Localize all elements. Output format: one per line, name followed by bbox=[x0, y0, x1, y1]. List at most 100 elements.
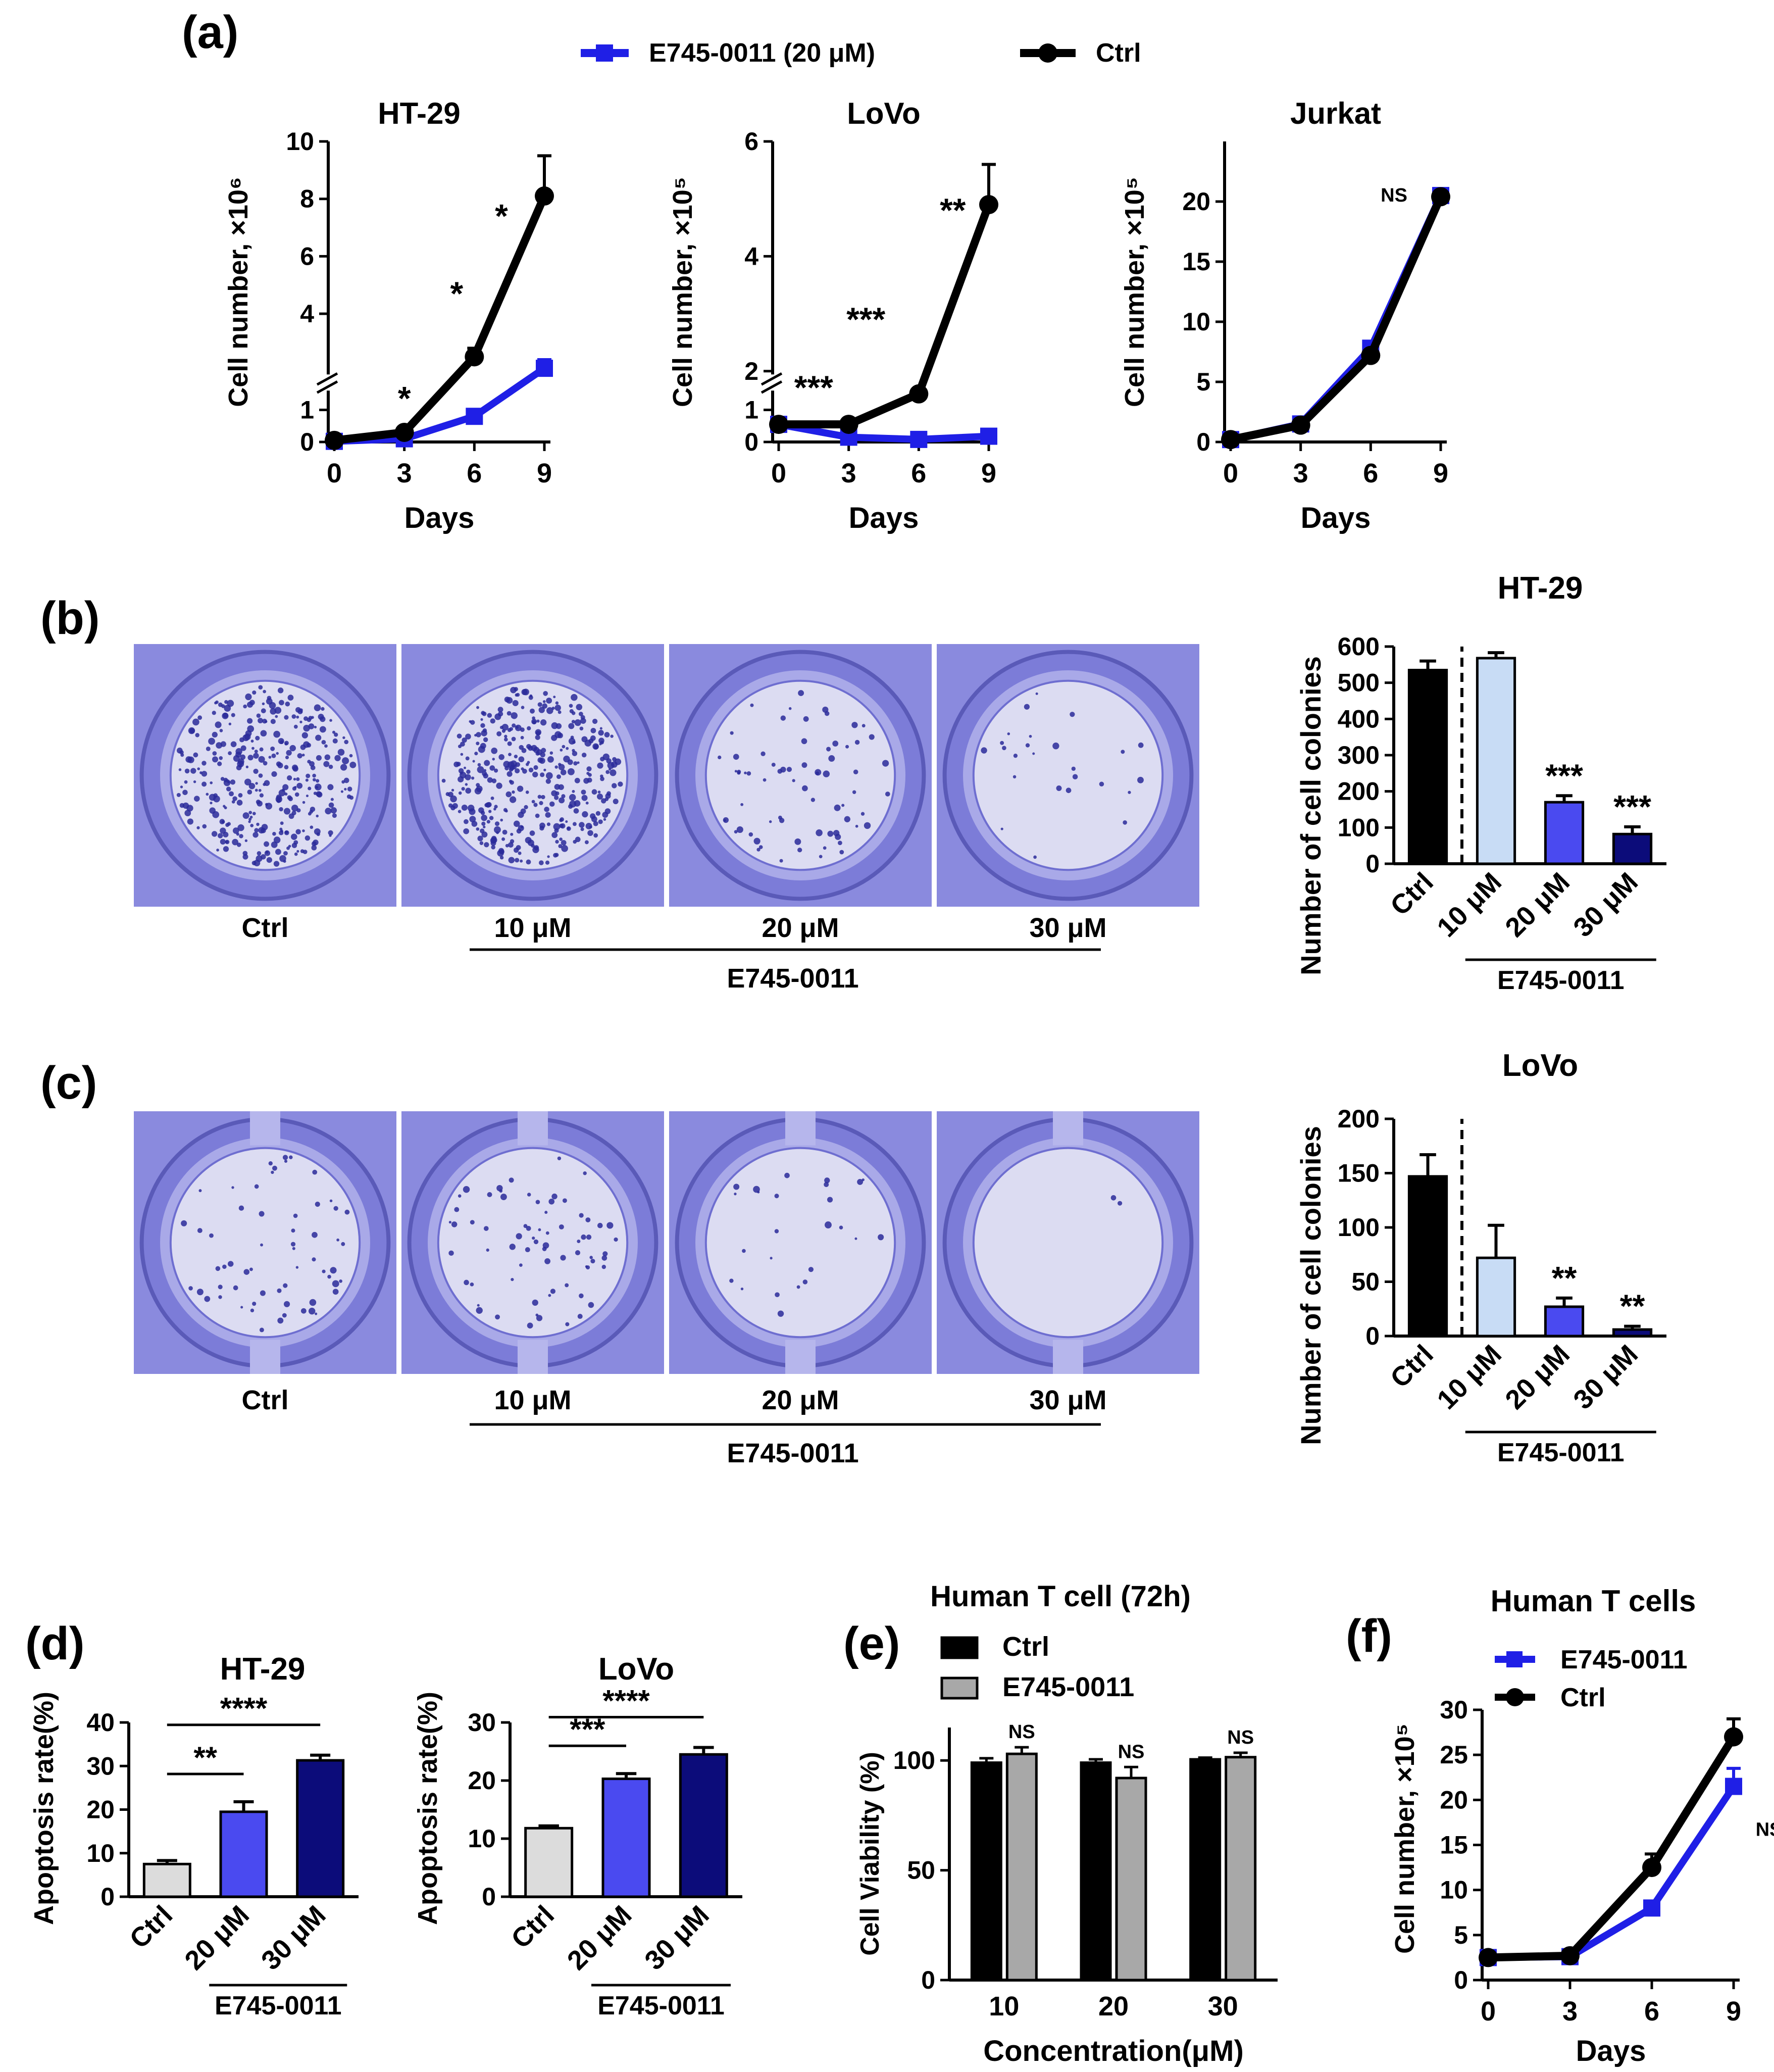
significance-label: ** bbox=[1552, 1260, 1577, 1296]
colony-dot bbox=[332, 730, 336, 734]
y-tick-label: 1 bbox=[300, 396, 314, 424]
colony-dot bbox=[302, 801, 306, 804]
colony-dot bbox=[238, 1205, 244, 1211]
colony-dot bbox=[536, 719, 540, 723]
colony-dot bbox=[470, 1282, 474, 1287]
colony-dot bbox=[580, 827, 584, 831]
colony-dot bbox=[236, 800, 243, 806]
colony-dot bbox=[512, 790, 515, 794]
colony-dot bbox=[327, 784, 334, 791]
colony-dot bbox=[505, 791, 512, 798]
colony-dot bbox=[857, 1178, 864, 1185]
colony-dot bbox=[802, 1279, 808, 1285]
chart-ht29-growth: 0 1 4 6 8 10 HT-29 Cell number, ×10⁶ Days 0 3 6 9 * * * bbox=[223, 96, 554, 534]
colony-dot bbox=[730, 731, 734, 735]
colony-dot bbox=[823, 846, 827, 850]
colony-dot bbox=[504, 737, 508, 742]
colony-dot bbox=[245, 693, 252, 701]
colony-dot bbox=[537, 757, 543, 763]
colony-dot bbox=[289, 745, 296, 752]
colony-dot bbox=[824, 1182, 829, 1188]
y-tick-label: 100 bbox=[1338, 1213, 1380, 1242]
chart-title: Jurkat bbox=[1290, 96, 1381, 130]
plate-notch bbox=[785, 1111, 816, 1146]
y-tick-label: 4 bbox=[300, 300, 314, 328]
colony-dot bbox=[265, 803, 268, 806]
colony-dot bbox=[718, 755, 722, 760]
colony-dot bbox=[1110, 1195, 1117, 1201]
plate-label: 10 μM bbox=[494, 913, 571, 943]
colony-dot bbox=[284, 765, 289, 770]
colony-dot bbox=[482, 728, 487, 733]
colony-dot bbox=[1032, 752, 1035, 755]
colony-dot bbox=[854, 739, 860, 745]
y-tick-label: 30 bbox=[468, 1708, 496, 1737]
colony-dot bbox=[511, 712, 518, 719]
colony-dot bbox=[538, 860, 544, 865]
colony-dot bbox=[201, 771, 208, 777]
colony-dot bbox=[757, 1191, 760, 1194]
colony-dot bbox=[531, 844, 535, 848]
colony-dot bbox=[560, 749, 563, 752]
colony-dot bbox=[256, 713, 261, 718]
y-axis-label: Cell number, ×10⁵ bbox=[1120, 177, 1150, 407]
colony-dot bbox=[572, 822, 577, 826]
colony-dot bbox=[189, 728, 195, 734]
colony-dot bbox=[796, 1285, 800, 1289]
colony-dot bbox=[585, 1217, 591, 1222]
colony-dot bbox=[586, 766, 592, 772]
colony-dot bbox=[486, 820, 490, 824]
colony-dot bbox=[300, 1308, 307, 1314]
y-tick-label: 0 bbox=[1365, 1322, 1380, 1350]
colony-dot bbox=[318, 713, 324, 720]
colony-dot bbox=[263, 761, 268, 766]
colony-dot bbox=[508, 857, 515, 864]
x-category-label: Ctrl bbox=[1385, 1339, 1439, 1394]
x-category-label: Ctrl bbox=[124, 1900, 178, 1954]
colony-dot bbox=[197, 767, 200, 770]
colony-dot bbox=[502, 829, 508, 835]
colony-dot bbox=[296, 782, 303, 789]
colony-dot bbox=[514, 755, 518, 759]
colony-dot bbox=[481, 821, 486, 826]
legend-label: Ctrl bbox=[1002, 1632, 1049, 1662]
colony-dot bbox=[499, 725, 503, 729]
axis-break-mark bbox=[761, 380, 783, 394]
colony-dot bbox=[590, 727, 596, 733]
data-point-ctrl bbox=[1560, 1946, 1580, 1965]
colony-dot bbox=[212, 811, 220, 818]
colony-dot bbox=[736, 826, 743, 833]
colony-dot bbox=[349, 754, 353, 758]
colony-dot bbox=[543, 691, 548, 696]
colony-dot bbox=[209, 1233, 214, 1238]
bar-ctrl bbox=[1407, 669, 1448, 865]
colony-dot bbox=[248, 818, 252, 821]
colony-dot bbox=[264, 841, 270, 847]
x-tick-label: 6 bbox=[911, 458, 926, 488]
colony-dot bbox=[554, 731, 562, 738]
colony-dot bbox=[272, 1165, 277, 1171]
colony-dot bbox=[244, 778, 251, 785]
colony-dot bbox=[334, 732, 338, 737]
colony-dot bbox=[218, 702, 223, 707]
colony-dot bbox=[824, 1221, 832, 1228]
colony-dot bbox=[337, 749, 345, 756]
colony-dot bbox=[610, 734, 614, 738]
colony-dot bbox=[561, 840, 567, 846]
colony-dot bbox=[486, 1248, 489, 1252]
colony-dot bbox=[334, 755, 341, 761]
colony-dot bbox=[508, 842, 514, 848]
colony-dot bbox=[550, 1289, 556, 1294]
y-axis-label: Cell Viability (%) bbox=[855, 1752, 885, 1956]
colony-dot bbox=[784, 1172, 790, 1178]
colony-dot bbox=[227, 780, 230, 783]
colony-dot bbox=[258, 788, 262, 792]
colony-dot bbox=[256, 822, 260, 826]
colony-dot bbox=[212, 756, 219, 763]
colony-dot bbox=[332, 1289, 339, 1295]
colony-dot bbox=[579, 1213, 584, 1218]
colony-dot bbox=[341, 780, 345, 784]
colony-dot bbox=[610, 769, 617, 776]
bar-30m bbox=[679, 1753, 728, 1898]
colony-dot bbox=[826, 747, 831, 752]
